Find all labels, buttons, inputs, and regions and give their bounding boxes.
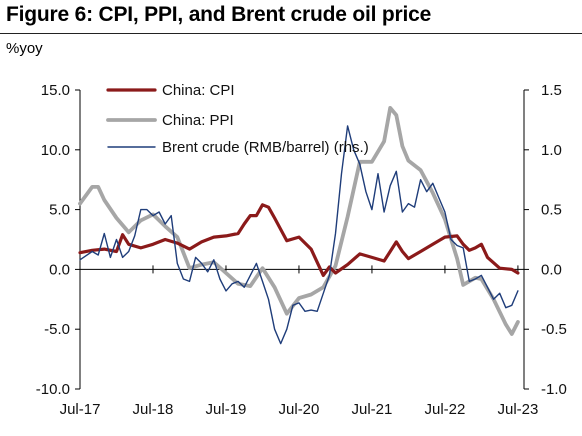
legend-label: China: CPI [162, 82, 235, 99]
legend-label: Brent crude (RMB/barrel) (rhs.) [162, 139, 369, 156]
chart-axes: -10.0 -1.0 -5.0 -0.5 0.0 0.0 5.0 0.5 10.0 1.0 15.0… [36, 82, 567, 418]
left-y-tick-label: 5.0 [49, 202, 70, 219]
x-tick-label: Jul-23 [497, 401, 538, 418]
title-rule [0, 33, 582, 34]
left-y-tick-label: 0.0 [49, 261, 70, 278]
chart-series [78, 106, 520, 345]
x-tick-label: Jul-20 [279, 401, 320, 418]
x-tick-label: Jul-19 [206, 401, 247, 418]
left-y-tick-label: -5.0 [44, 321, 70, 338]
y-axis-unit-label: %yoy [6, 40, 43, 57]
right-y-tick-label: 0.0 [541, 261, 562, 278]
right-y-tick-label: 1.0 [541, 142, 562, 159]
x-tick-label: Jul-22 [425, 401, 466, 418]
x-tick-label: Jul-21 [352, 401, 393, 418]
right-y-tick-label: 1.5 [541, 82, 562, 99]
left-y-tick-label: 10.0 [41, 142, 70, 159]
chart-legend: China: CPI China: PPI Brent crude (RMB/bar… [106, 82, 369, 156]
chart-title: Figure 6: CPI, PPI, and Brent crude oil … [6, 3, 432, 26]
x-tick-label: Jul-18 [133, 401, 174, 418]
left-y-tick-label: -10.0 [36, 381, 70, 398]
left-y-tick-label: 15.0 [41, 82, 70, 99]
right-y-tick-label: 0.5 [541, 202, 562, 219]
x-tick-label: Jul-17 [60, 401, 101, 418]
legend-label: China: PPI [162, 112, 234, 129]
right-y-tick-label: -1.0 [541, 381, 567, 398]
series-line-ppi [78, 106, 520, 336]
series-line-brent [79, 125, 519, 345]
series-line-cpi [78, 203, 520, 277]
right-y-tick-label: -0.5 [541, 321, 567, 338]
